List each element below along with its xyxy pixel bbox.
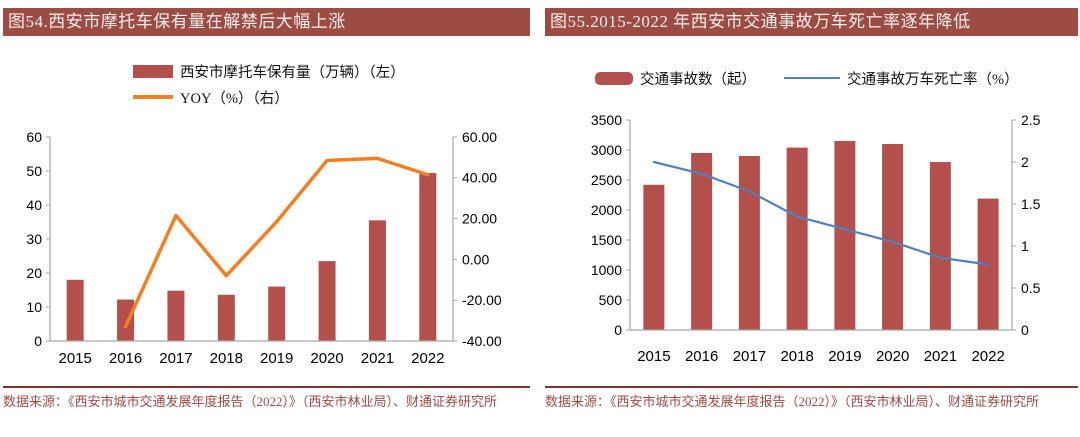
bar <box>318 261 336 341</box>
right-axis-label: 60.00 <box>462 129 497 145</box>
bar-series-swatch-icon <box>595 71 633 85</box>
x-axis-label: 2016 <box>685 348 718 365</box>
left-axis-label: 60 <box>26 129 42 145</box>
right-axis-label: 40.00 <box>462 170 497 186</box>
chart-54-canvas: 0 10 20 30 40 50 60 -40.00 -20.00 0.00 20.00 40.00 6… <box>26 129 502 367</box>
right-axis-label: 1.5 <box>1021 196 1041 212</box>
left-axis-label: 40 <box>26 197 42 213</box>
chart-55-canvas: 0 500 1000 1500 2000 2500 3000 3500 0 0.5 1 1.5 2 2.5… <box>591 112 1041 365</box>
x-axis-label: 2021 <box>361 350 394 367</box>
bar-series-swatch-icon <box>133 64 173 78</box>
x-axis-label: 2021 <box>924 348 957 365</box>
bar <box>738 156 760 330</box>
x-axis-label: 2018 <box>780 348 813 365</box>
bar <box>167 290 185 341</box>
x-axis-label: 2017 <box>733 348 766 365</box>
left-axis-label: 2000 <box>591 202 622 218</box>
figure-55: 图55.2015-2022 年西安市交通事故万车死亡率逐年降低 交通事故数（起）… <box>545 0 1078 437</box>
left-axis-label: 1500 <box>591 232 622 248</box>
left-axis-label: 10 <box>26 299 42 315</box>
axis-frame <box>49 137 454 342</box>
x-axis-label: 2016 <box>109 350 142 367</box>
legend-item-motorcycle-bars: 西安市摩托车保有量（万辆）（左） <box>133 58 405 84</box>
x-axis-label: 2018 <box>210 350 243 367</box>
left-axis-label: 0 <box>34 333 42 349</box>
bar <box>929 162 951 330</box>
bar <box>786 147 808 330</box>
right-axis-label: 0 <box>1021 322 1029 338</box>
x-axis-label: 2022 <box>411 350 444 367</box>
figure-54-title: 图54.西安市摩托车保有量在解禁后大幅上涨 <box>3 8 530 36</box>
left-axis-label: 2500 <box>591 172 622 188</box>
right-axis-label: 0.00 <box>462 251 489 267</box>
bar <box>268 286 286 341</box>
figure-54: 图54.西安市摩托车保有量在解禁后大幅上涨 西安市摩托车保有量（万辆）（左） Y… <box>3 0 530 437</box>
left-axis-label: 1000 <box>591 262 622 278</box>
figure-55-legend: 交通事故数（起） 交通事故万车死亡率（%） <box>595 66 1047 90</box>
x-axis-label: 2022 <box>971 348 1004 365</box>
legend-item-deathrate-line: 交通事故万车死亡率（%） <box>784 66 1019 90</box>
legend-item-accidents-bars: 交通事故数（起） <box>595 66 756 90</box>
bar <box>643 184 665 330</box>
bar <box>217 294 235 341</box>
bar <box>368 220 386 341</box>
left-axis-label: 20 <box>26 265 42 281</box>
bar <box>834 141 856 330</box>
line-series <box>652 160 990 266</box>
left-axis-label: 50 <box>26 163 42 179</box>
bar <box>117 299 135 341</box>
x-axis-label: 2019 <box>828 348 861 365</box>
left-axis-label: 500 <box>599 292 623 308</box>
left-axis-label: 3500 <box>591 112 622 128</box>
line-series <box>123 156 430 329</box>
right-axis-label: -40.00 <box>462 333 502 349</box>
right-axis-label: 20.00 <box>462 211 497 227</box>
x-axis-label: 2015 <box>637 348 670 365</box>
bar <box>419 173 437 341</box>
figure-54-source: 数据来源：《西安市城市交通发展年度报告（2022）》（西安市林业局）、财通证券研… <box>3 386 530 412</box>
bar <box>691 153 713 330</box>
right-axis-label: 1 <box>1021 238 1029 254</box>
bar <box>882 144 904 330</box>
legend-item-yoy-line: YOY（%）（右） <box>133 84 405 110</box>
line-series-swatch-icon <box>133 95 173 99</box>
axis-frame <box>629 120 1013 331</box>
legend-label: 交通事故数（起） <box>640 71 756 88</box>
right-axis-label: 2.5 <box>1021 112 1041 128</box>
legend-label: YOY（%）（右） <box>180 90 289 107</box>
figure-55-title: 图55.2015-2022 年西安市交通事故万车死亡率逐年降低 <box>545 8 1078 36</box>
figure-55-source: 数据来源：《西安市城市交通发展年度报告（2022）》（西安市林业局）、财通证券研… <box>545 386 1078 412</box>
figure-55-chart: 0 500 1000 1500 2000 2500 3000 3500 0 0.5 1 1.5 2 2.5… <box>545 112 1078 379</box>
figure-54-chart: 0 10 20 30 40 50 60 -40.00 -20.00 0.00 20.00 40.00 6… <box>3 112 530 379</box>
x-axis-label: 2019 <box>260 350 293 367</box>
right-axis-label: 2 <box>1021 154 1029 170</box>
legend-label: 交通事故万车死亡率（%） <box>847 71 1019 88</box>
x-axis-label: 2017 <box>159 350 192 367</box>
right-axis-label: -20.00 <box>462 292 502 308</box>
bar <box>66 279 84 341</box>
x-axis-label: 2020 <box>310 350 343 367</box>
x-axis-label: 2015 <box>59 350 92 367</box>
left-axis-label: 30 <box>26 231 42 247</box>
x-axis-label: 2020 <box>876 348 909 365</box>
line-series-swatch-icon <box>784 77 840 79</box>
left-axis-label: 0 <box>614 322 622 338</box>
figure-54-legend: 西安市摩托车保有量（万辆）（左） YOY（%）（右） <box>133 58 405 110</box>
left-axis-label: 3000 <box>591 142 622 158</box>
legend-label: 西安市摩托车保有量（万辆）（左） <box>180 64 405 81</box>
right-axis-label: 0.5 <box>1021 280 1041 296</box>
